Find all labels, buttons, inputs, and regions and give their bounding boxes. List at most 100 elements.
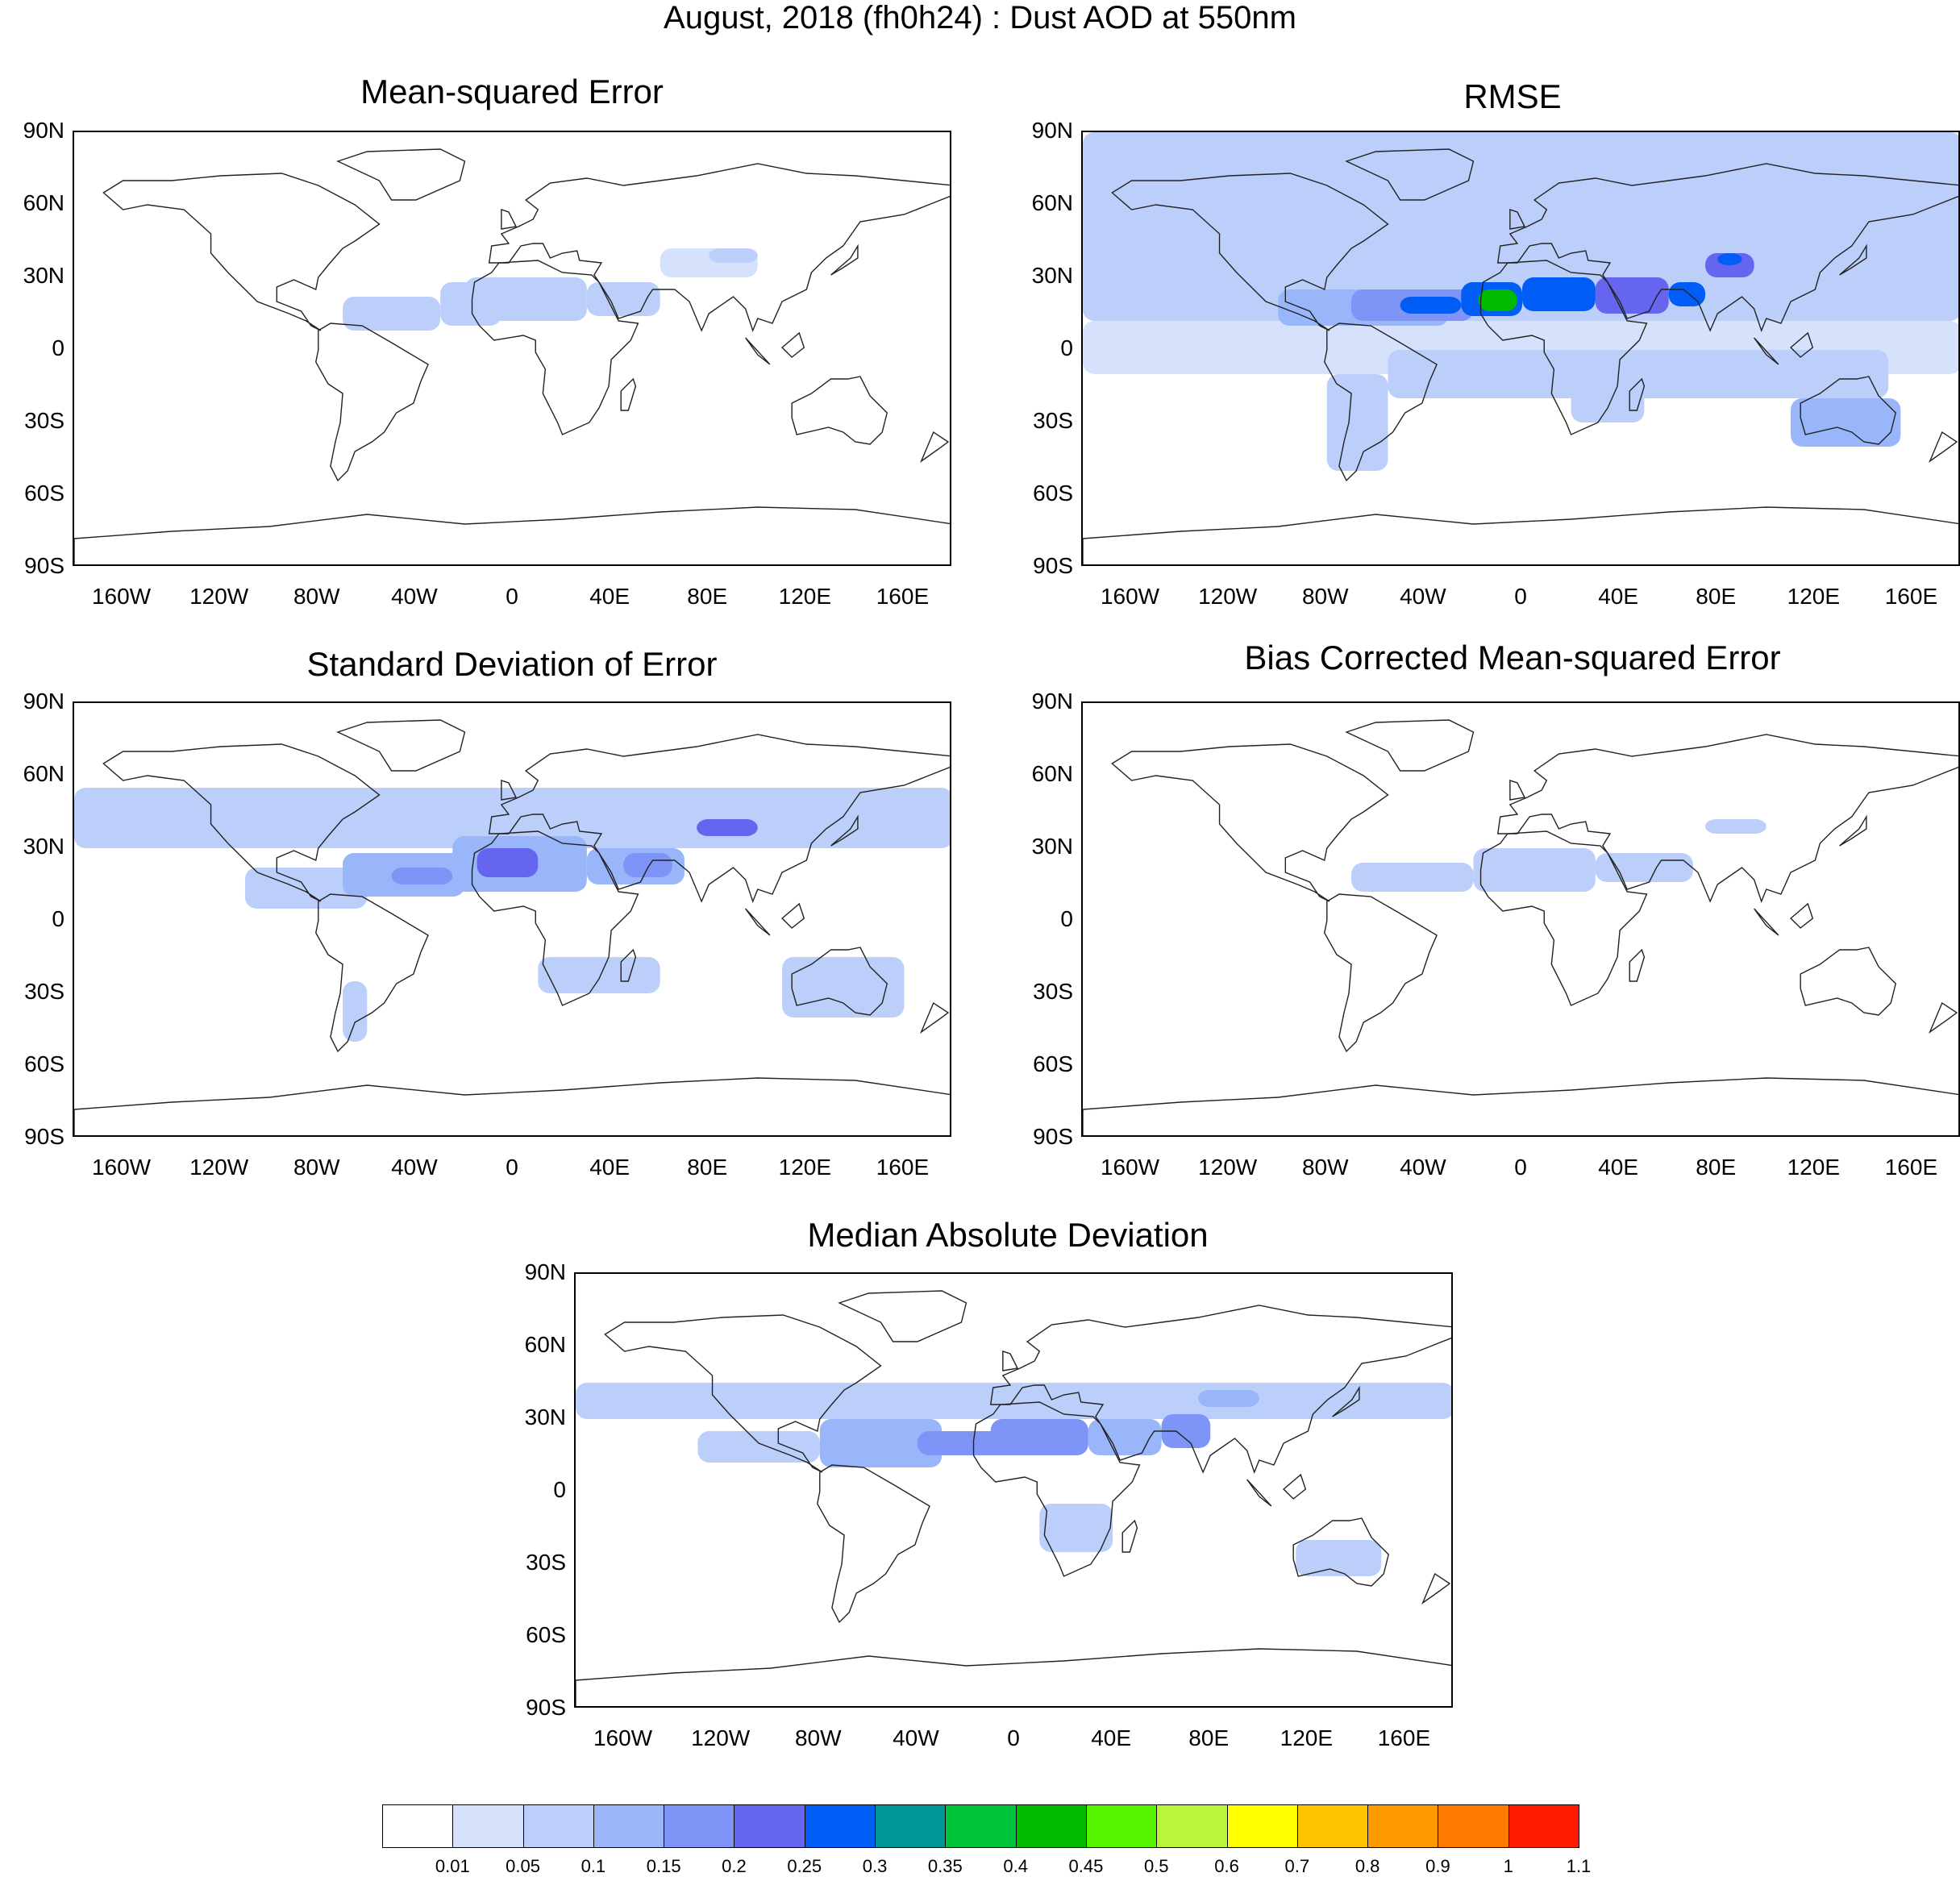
map-svg (1083, 719, 1958, 1135)
colorbar (382, 1804, 1579, 1848)
dust-region (1326, 374, 1388, 471)
lon-tick-label: 80E (687, 584, 728, 609)
colorbar-swatch (664, 1804, 735, 1848)
coastline (604, 1314, 882, 1473)
lon-tick-label: 80W (794, 1725, 842, 1750)
coastline (1111, 173, 1389, 331)
lat-tick-label: 30S (1033, 408, 1073, 433)
lon-tick-label: 0 (1007, 1725, 1020, 1750)
lon-tick-label: 120W (691, 1725, 751, 1750)
lon-tick-label: 160W (91, 584, 152, 609)
dust-region (1522, 277, 1596, 311)
colorbar-level-label: 0.45 (1068, 1856, 1104, 1876)
lat-tick-label: 0 (52, 906, 65, 931)
coastline (488, 734, 950, 904)
coastline (1839, 243, 1867, 276)
lat-tick-label: 90N (524, 1259, 566, 1284)
panel-title: Standard Deviation of Error (306, 645, 718, 683)
lat-tick-label: 30S (24, 979, 65, 1004)
dust-region (343, 981, 368, 1042)
coastline (781, 902, 805, 929)
lat-tick-label: 0 (1060, 335, 1073, 360)
lat-tick-label: 90S (24, 553, 65, 578)
dust-region (464, 277, 587, 321)
coastline (1839, 814, 1867, 847)
colorbar-swatch (1296, 1804, 1369, 1848)
dust-region (1296, 1540, 1382, 1576)
lon-tick-label: 160W (1100, 1155, 1160, 1180)
dust-region (819, 1419, 943, 1467)
lon-tick-label: 80W (293, 584, 340, 609)
colorbar-level-label: 0.1 (581, 1856, 606, 1876)
coastline (471, 830, 639, 1006)
colorbar-level-label: 0.9 (1425, 1856, 1450, 1876)
lon-tick-label: 80E (1188, 1725, 1230, 1750)
coastline (501, 209, 518, 230)
dust-region (697, 1431, 820, 1463)
lat-tick-label: 0 (52, 335, 65, 360)
coastline (920, 1001, 950, 1034)
lat-tick-label: 90N (1031, 118, 1073, 143)
colorbar-swatch (1367, 1804, 1439, 1848)
colorbar-swatch (945, 1804, 1017, 1848)
lat-tick-label: 60S (24, 481, 65, 506)
map-svg (576, 1290, 1451, 1706)
colorbar-swatch (1226, 1804, 1298, 1848)
dust-region (1595, 277, 1669, 314)
colorbar-level-label: 0.15 (646, 1856, 681, 1876)
lon-tick-label: 40E (589, 1155, 630, 1180)
lon-tick-label: 120W (1198, 584, 1258, 609)
lat-tick-label: 60S (24, 1051, 65, 1076)
lon-tick-label: 40W (1400, 1155, 1446, 1180)
coastline (745, 337, 771, 365)
lat-tick-label: 60N (1031, 190, 1073, 215)
lon-tick-label: 40E (1091, 1725, 1132, 1750)
lat-tick-label: 60S (526, 1622, 566, 1647)
colorbar-swatch (804, 1804, 876, 1848)
coastline (1246, 1479, 1272, 1507)
lat-tick-label: 30S (1033, 979, 1073, 1004)
colorbar-swatch (593, 1804, 665, 1848)
dust-region (1400, 297, 1462, 314)
lat-tick-label: 30N (1031, 834, 1073, 859)
panel-title: Bias Corrected Mean-squared Error (1244, 639, 1781, 676)
coastline (1421, 1572, 1451, 1604)
lon-tick-label: 120E (778, 584, 832, 609)
colorbar-level-label: 0.4 (1003, 1856, 1028, 1876)
lat-tick-label: 30N (1031, 263, 1073, 288)
dust-region (990, 1419, 1088, 1455)
dust-region (1351, 863, 1474, 892)
dust-region (1198, 1390, 1259, 1407)
lat-tick-label: 90N (23, 689, 65, 714)
lon-tick-label: 160E (876, 584, 930, 609)
map-plot (73, 131, 951, 566)
map-svg (74, 148, 950, 564)
coastline (972, 1401, 1141, 1577)
coastline (1083, 506, 1958, 564)
coastline (1111, 743, 1389, 902)
lon-tick-label: 40W (893, 1725, 939, 1750)
colorbar-swatch (1015, 1804, 1087, 1848)
coastline (1790, 902, 1814, 929)
lon-tick-label: 0 (1514, 584, 1527, 609)
colorbar-swatch (1508, 1804, 1579, 1848)
lon-tick-label: 120E (1280, 1725, 1334, 1750)
coastline (74, 1077, 950, 1135)
coastline (1509, 209, 1526, 230)
lon-tick-label: 80W (1301, 1155, 1349, 1180)
dust-region (1571, 362, 1645, 422)
coastline (102, 743, 381, 902)
map-plot (1081, 701, 1960, 1137)
lon-tick-label: 160E (1377, 1725, 1431, 1750)
lon-tick-label: 160E (1884, 584, 1938, 609)
lat-tick-label: 60N (23, 190, 65, 215)
dust-region (709, 248, 758, 263)
lon-tick-label: 40E (1598, 584, 1639, 609)
coastline (336, 719, 466, 772)
lat-tick-label: 0 (553, 1477, 566, 1502)
coastline (315, 893, 429, 1053)
coastline (315, 323, 429, 482)
coastline (745, 908, 771, 936)
lon-tick-label: 40W (391, 1155, 438, 1180)
colorbar-swatch (875, 1804, 947, 1848)
